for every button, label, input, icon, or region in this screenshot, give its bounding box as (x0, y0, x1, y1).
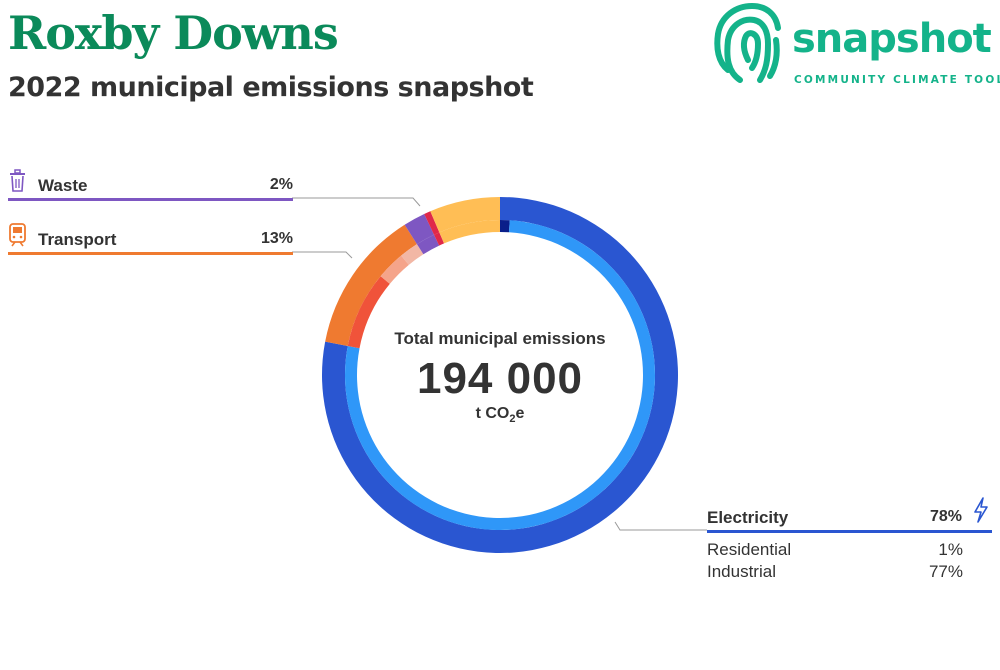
sub-industrial-pct: 77% (928, 562, 963, 581)
inner-slice-segment-6 (434, 232, 445, 246)
legend-waste-name: Waste (38, 176, 88, 195)
inner-slice-segment-3 (380, 255, 409, 284)
inner-slice-segment-5 (416, 234, 440, 255)
legend-electricity-sub-industrial: Industrial 77% (707, 562, 963, 584)
lightning-icon (974, 497, 988, 523)
legend-waste-pct: 2% (269, 176, 293, 193)
center-total-label: Total municipal emissions (394, 329, 606, 348)
legend-electricity-name: Electricity (707, 508, 789, 527)
train-icon (9, 223, 26, 247)
legend-electricity-bar (707, 530, 992, 533)
snapshot-logo: snapshot COMMUNITY CLIMATE TOOL (714, 0, 1000, 90)
legend-waste: Waste 2% (8, 169, 293, 201)
page-subtitle: 2022 municipal emissions snapshot (8, 72, 534, 103)
legend-electricity-pct: 78% (929, 508, 962, 525)
outer-slice-waste (404, 213, 435, 245)
legend-transport: Transport 13% (8, 223, 293, 255)
sub-residential-pct: 1% (938, 540, 963, 559)
outer-slice-segment-3 (424, 211, 440, 235)
legend-electricity: Electricity 78% (707, 497, 992, 533)
outer-slice-transport (325, 224, 417, 346)
legend-transport-name: Transport (38, 230, 117, 249)
sub-residential-name: Residential (707, 540, 792, 559)
sub-industrial-name: Industrial (707, 562, 776, 581)
legend-transport-pct: 13% (260, 230, 293, 247)
waste-leader-line (292, 197, 421, 207)
inner-slice-segment-7 (439, 220, 500, 244)
inner-slice-segment-2 (347, 276, 390, 349)
legend-electricity-sub-residential: Residential 1% (707, 540, 963, 562)
center-total-unit: t CO2e (350, 405, 650, 425)
trash-icon (10, 169, 25, 192)
unit-subscript: 2 (509, 413, 516, 426)
inner-slice-residential (500, 220, 510, 233)
unit-suffix: e (515, 405, 525, 422)
outer-slice-segment-4 (430, 197, 500, 233)
center-total-value: 194 000 (416, 354, 584, 403)
legend-transport-bar (8, 252, 293, 255)
electricity-leader-line (614, 521, 707, 531)
transport-leader-line (292, 251, 353, 259)
inner-slice-segment-4 (401, 244, 424, 265)
logo-wordmark: snapshot (792, 16, 992, 62)
unit-prefix: t CO (475, 405, 510, 422)
legend-waste-bar (8, 198, 293, 201)
page-title: Roxby Downs (8, 6, 339, 60)
inner-ring (345, 220, 655, 531)
outer-ring (322, 197, 678, 553)
logo-tagline: COMMUNITY CLIMATE TOOL (794, 74, 1000, 86)
fingerprint-logo-icon (714, 2, 781, 83)
